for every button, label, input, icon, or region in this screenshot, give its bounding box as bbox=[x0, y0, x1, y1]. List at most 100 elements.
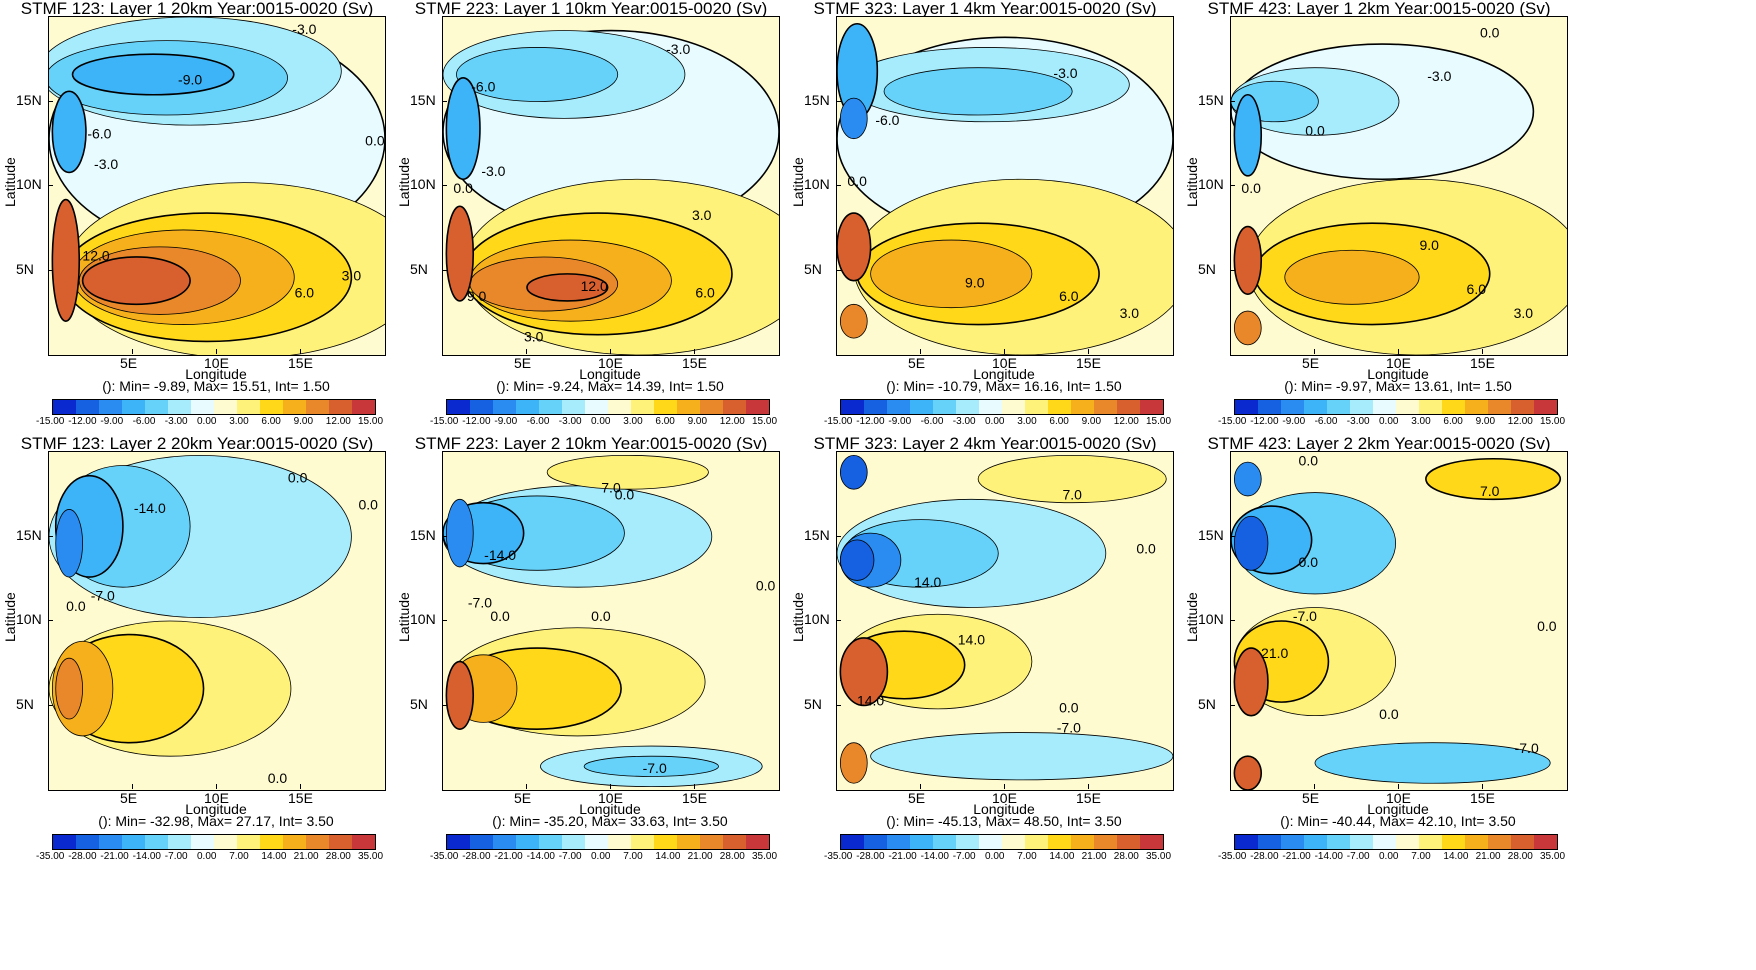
colorbar-label: 35.00 bbox=[358, 851, 384, 862]
x-tick-mark bbox=[132, 784, 133, 789]
colorbar-label: -15.00 bbox=[1218, 416, 1247, 427]
colorbar-label: 9.00 bbox=[1081, 416, 1102, 427]
x-axis-label: Longitude bbox=[1367, 801, 1429, 817]
contour-label: 0.0 bbox=[1299, 453, 1319, 469]
y-axis-label: Latitude bbox=[1184, 157, 1200, 207]
stats-line: (): Min= -9.97, Max= 13.61, Int= 1.50 bbox=[1284, 378, 1512, 394]
colorbar-label: -12.00 bbox=[68, 416, 97, 427]
contour-field: 0.0 -3.0 0.0 0.0 9.0 6.0 3.0 bbox=[1231, 17, 1567, 355]
x-tick-mark bbox=[1482, 784, 1483, 789]
colorbar-label: 3.00 bbox=[623, 416, 643, 427]
colorbar-swatch bbox=[1258, 400, 1281, 414]
contour-label: 0.0 bbox=[615, 486, 635, 502]
contour-label: 12.0 bbox=[581, 278, 608, 294]
stats-line: (): Min= -9.24, Max= 14.39, Int= 1.50 bbox=[496, 378, 724, 394]
contour-label: 9.0 bbox=[965, 274, 985, 290]
x-tick-mark bbox=[610, 784, 611, 789]
contour-field: -3.0 -9.0 -6.0 -3.0 12.0 6.0 3.0 0.0 bbox=[49, 17, 385, 355]
colorbar-swatch bbox=[746, 400, 769, 414]
contour-band bbox=[1425, 457, 1562, 501]
contour-label: 0.0 bbox=[1299, 554, 1319, 570]
contour-label: -7.0 bbox=[1293, 608, 1317, 624]
x-tick-mark bbox=[132, 349, 133, 354]
contour-label: 6.0 bbox=[695, 285, 715, 301]
colorbar-swatch bbox=[99, 835, 122, 849]
contour-band bbox=[445, 660, 475, 730]
x-tick-label: 10E bbox=[204, 790, 229, 806]
chart-panel: STMF 123: Layer 1 20km Year:0015-0020 (S… bbox=[0, 0, 394, 435]
colorbar-swatch bbox=[214, 835, 237, 849]
colorbar-label: -35.00 bbox=[36, 851, 65, 862]
colorbar-swatch bbox=[470, 835, 493, 849]
colorbar-swatch bbox=[1350, 400, 1373, 414]
colorbar-swatch bbox=[53, 835, 76, 849]
y-tick-label: 5N bbox=[1198, 695, 1216, 712]
colorbar-label: -14.00 bbox=[920, 851, 949, 862]
colorbar-swatch bbox=[1235, 400, 1258, 414]
stats-line: (): Min= -35.20, Max= 33.63, Int= 3.50 bbox=[492, 813, 728, 829]
y-tick-mark bbox=[836, 704, 841, 706]
colorbar-swatch bbox=[1094, 400, 1117, 414]
chart-panel: STMF 423: Layer 2 2km Year:0015-0020 (Sv… bbox=[1182, 434, 1576, 870]
chart-title: STMF 323: Layer 2 4km Year:0015-0020 (Sv… bbox=[813, 434, 1157, 453]
colorbar-swatch bbox=[145, 400, 168, 414]
y-tick-label: 5N bbox=[804, 260, 822, 277]
contour-label: -7.0 bbox=[1515, 740, 1539, 756]
x-tick-mark bbox=[1482, 349, 1483, 354]
contour-band bbox=[1233, 225, 1263, 295]
contour-label: 3.0 bbox=[524, 328, 544, 344]
colorbar-swatch bbox=[1002, 835, 1025, 849]
x-axis-label: Longitude bbox=[579, 801, 641, 817]
colorbar-label: -14.00 bbox=[1314, 851, 1343, 862]
colorbar-label: 7.00 bbox=[623, 851, 643, 862]
contour-label: 7.0 bbox=[601, 480, 621, 496]
colorbar-label: 21.00 bbox=[1475, 851, 1501, 862]
x-tick-label: 15E bbox=[1470, 355, 1495, 371]
x-tick-mark bbox=[694, 784, 695, 789]
stats-line: (): Min= -9.89, Max= 15.51, Int= 1.50 bbox=[102, 378, 330, 394]
colorbar-swatch bbox=[1117, 400, 1140, 414]
colorbar-swatch bbox=[723, 400, 746, 414]
colorbar-swatch bbox=[1396, 835, 1419, 849]
contour-band bbox=[546, 454, 709, 490]
colorbar-label: -9.00 bbox=[100, 416, 124, 427]
colorbar-label: 14.00 bbox=[1443, 851, 1469, 862]
x-tick-label: 15E bbox=[288, 790, 313, 806]
colorbar-swatch bbox=[1140, 835, 1163, 849]
x-tick-label: 15E bbox=[682, 790, 707, 806]
colorbar-label: 15.00 bbox=[752, 416, 778, 427]
colorbar-swatch bbox=[654, 400, 677, 414]
colorbar bbox=[1234, 834, 1558, 850]
y-tick-label: 5N bbox=[410, 695, 428, 712]
colorbar-swatch bbox=[1327, 835, 1350, 849]
colorbar-label: 0.00 bbox=[197, 416, 217, 427]
colorbar-label: 7.00 bbox=[1017, 851, 1037, 862]
contour-label: -7.0 bbox=[1057, 720, 1081, 736]
x-tick-label: 10E bbox=[598, 355, 623, 371]
contour-label: 7.0 bbox=[1480, 483, 1500, 499]
contour-label: -6.0 bbox=[875, 112, 899, 128]
chart-title: STMF 223: Layer 1 10km Year:0015-0020 (S… bbox=[414, 0, 768, 18]
x-tick-label: 15E bbox=[1076, 790, 1101, 806]
colorbar-swatch bbox=[214, 400, 237, 414]
chart-panel: STMF 223: Layer 1 10km Year:0015-0020 (S… bbox=[394, 0, 788, 435]
colorbar-label: -7.00 bbox=[1346, 851, 1370, 862]
colorbar-label: 15.00 bbox=[1146, 416, 1172, 427]
colorbar-swatch bbox=[493, 400, 516, 414]
colorbar-label: 6.00 bbox=[1049, 416, 1069, 427]
colorbar-label: 0.00 bbox=[985, 851, 1005, 862]
chart-panel: STMF 323: Layer 2 4km Year:0015-0020 (Sv… bbox=[788, 434, 1182, 870]
colorbar-swatch bbox=[841, 400, 864, 414]
colorbar-label: -15.00 bbox=[36, 416, 65, 427]
colorbar-label: -3.00 bbox=[1346, 416, 1370, 427]
colorbar-swatch bbox=[677, 400, 700, 414]
colorbar-swatch bbox=[76, 835, 99, 849]
colorbar-label: -7.00 bbox=[558, 851, 582, 862]
colorbar-swatch bbox=[585, 835, 608, 849]
colorbar-label: 21.00 bbox=[293, 851, 319, 862]
colorbar-label: -6.00 bbox=[920, 416, 944, 427]
colorbar-label: -14.00 bbox=[526, 851, 555, 862]
contour-band bbox=[445, 77, 481, 181]
colorbar-label: -21.00 bbox=[494, 851, 523, 862]
colorbar-label: 3.00 bbox=[1017, 416, 1037, 427]
